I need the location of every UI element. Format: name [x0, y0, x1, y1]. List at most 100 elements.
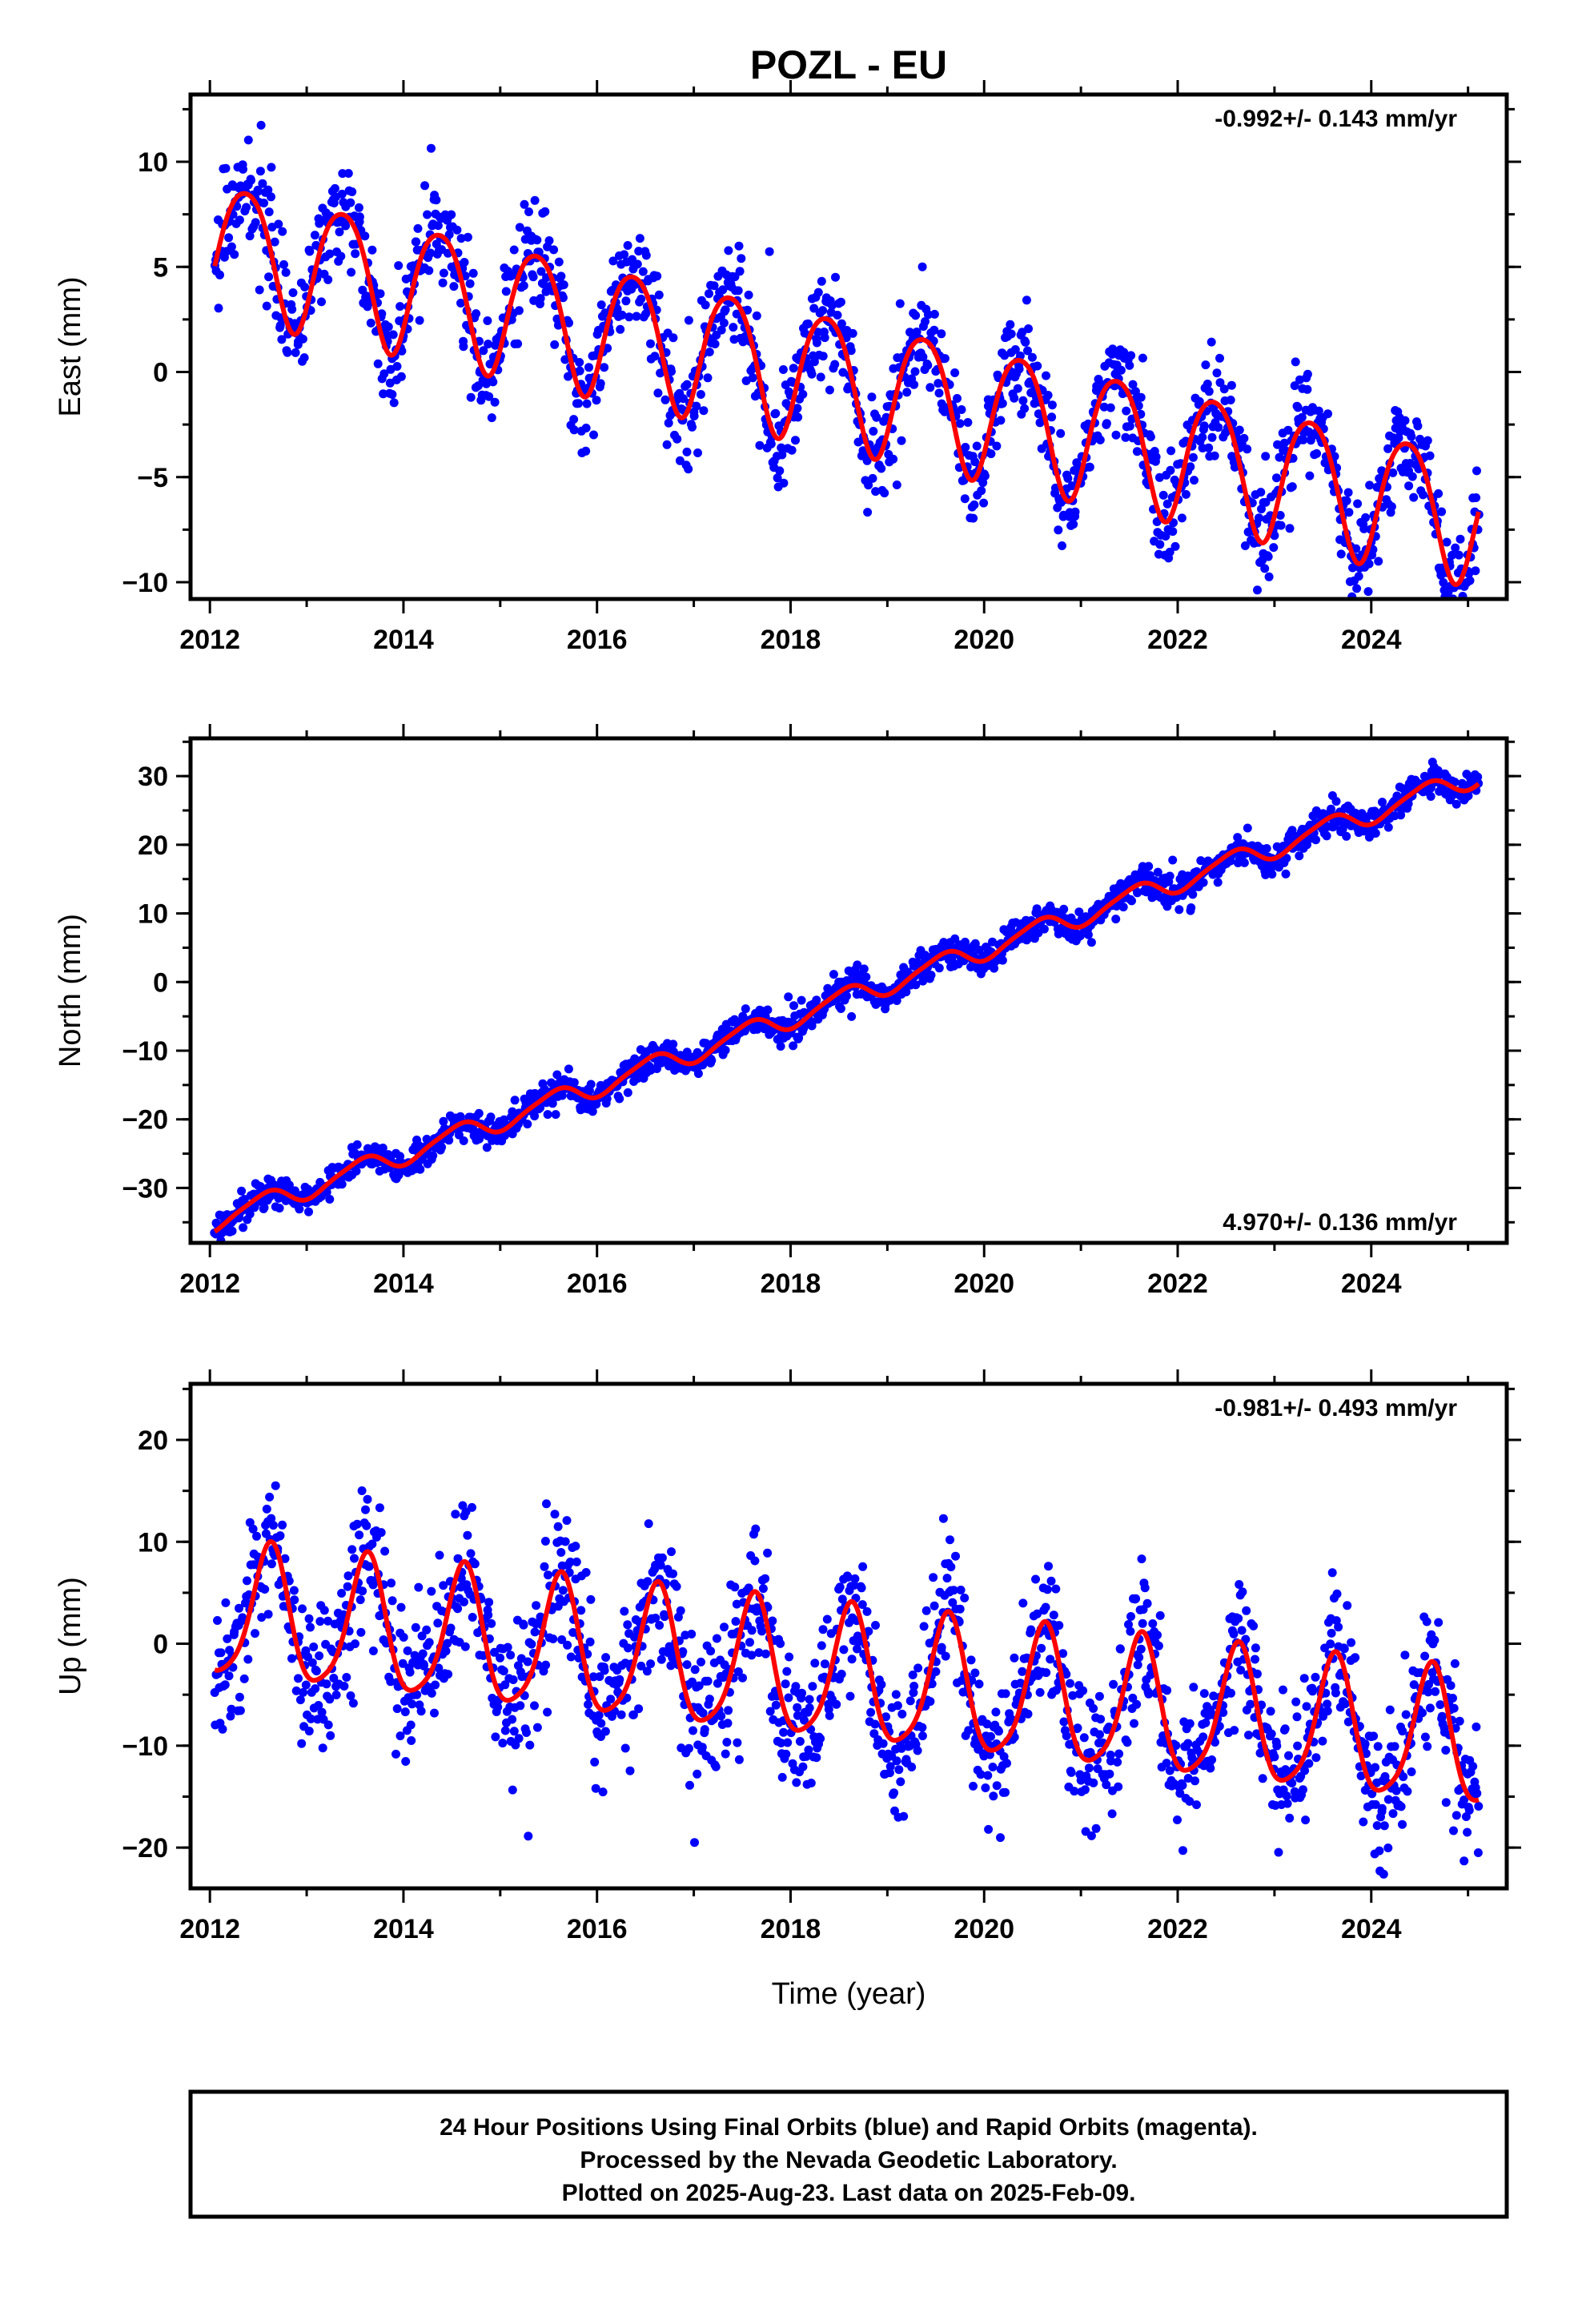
up-data-point: [584, 1699, 593, 1709]
east-data-point: [230, 250, 239, 259]
east-data-point: [1407, 472, 1417, 481]
up-data-point: [999, 1752, 1009, 1761]
east-data-point: [1034, 409, 1043, 419]
up-y-tick-label: 20: [138, 1425, 168, 1456]
up-data-point: [226, 1711, 235, 1721]
up-data-point: [682, 1660, 692, 1670]
up-data-point: [690, 1665, 700, 1675]
east-data-point: [1128, 380, 1138, 389]
up-data-point: [866, 1707, 876, 1717]
up-data-point: [791, 1682, 801, 1691]
east-data-point: [1240, 541, 1250, 550]
east-plot-frame: [188, 92, 1509, 601]
east-data-point: [1136, 392, 1146, 402]
east-data-point: [439, 268, 448, 278]
up-data-point: [536, 1612, 545, 1622]
north-plot-frame: [188, 736, 1509, 1245]
up-data-point: [1206, 1763, 1215, 1773]
up-data-point: [441, 1647, 451, 1656]
east-data-point: [549, 245, 559, 255]
east-data-point: [387, 390, 397, 399]
up-data-point: [600, 1666, 609, 1675]
east-data-point: [817, 276, 826, 286]
up-data-point: [1062, 1670, 1071, 1679]
east-data-point: [937, 329, 946, 339]
east-data-point: [224, 233, 234, 243]
footer-line: Processed by the Nevada Geodetic Laborat…: [580, 2147, 1117, 2173]
east-data-point: [809, 357, 819, 367]
up-data-point: [777, 1739, 786, 1747]
east-data-point: [1437, 507, 1447, 517]
up-data-point: [1133, 1660, 1142, 1670]
east-data-point: [930, 309, 939, 319]
up-data-point: [1037, 1643, 1046, 1653]
up-data-point: [1073, 1723, 1082, 1733]
up-data-point: [845, 1691, 855, 1701]
up-data-point: [543, 1707, 552, 1717]
up-data-point: [1236, 1666, 1246, 1675]
east-data-point: [1067, 481, 1077, 491]
east-data-point: [693, 448, 702, 457]
east-data-point: [765, 247, 774, 256]
east-data-point: [1456, 534, 1465, 544]
east-data-point: [360, 231, 370, 241]
east-data-point: [744, 290, 753, 300]
up-data-point: [325, 1695, 335, 1704]
east-data-point: [773, 473, 782, 483]
up-data-point: [1191, 1776, 1199, 1786]
up-data-point: [816, 1734, 825, 1743]
north-x-tick-label: 2016: [567, 1269, 628, 1299]
east-data-point: [1255, 513, 1263, 523]
north-data-point: [569, 1078, 579, 1088]
east-data-point: [934, 388, 944, 398]
up-data-point: [291, 1686, 301, 1695]
east-data-point: [556, 271, 566, 281]
up-data-point: [1448, 1694, 1457, 1703]
east-data-point: [1409, 493, 1419, 502]
up-data-point: [1183, 1774, 1193, 1783]
up-data-point: [430, 1708, 439, 1718]
up-data-point: [1279, 1685, 1287, 1695]
east-data-point: [1353, 499, 1363, 509]
up-data-point: [877, 1680, 886, 1689]
east-data-point: [1085, 462, 1094, 472]
up-data-point: [672, 1582, 681, 1591]
east-data-point: [560, 355, 570, 364]
east-data-point: [1287, 482, 1297, 492]
north-data-point: [1450, 778, 1460, 787]
east-data-point: [456, 299, 465, 308]
up-data-point: [407, 1736, 416, 1745]
up-data-point: [1460, 1795, 1469, 1805]
up-data-point: [262, 1504, 271, 1514]
east-data-point: [325, 249, 335, 259]
up-data-point: [267, 1514, 276, 1523]
east-data-point: [1270, 531, 1279, 541]
up-data-point: [391, 1749, 400, 1759]
up-data-point: [1131, 1594, 1141, 1603]
north-data-point: [836, 1004, 845, 1013]
east-data-point: [392, 362, 402, 371]
up-data-point: [550, 1510, 560, 1519]
east-data-point: [267, 192, 275, 202]
up-data-point: [1347, 1638, 1356, 1647]
up-data-point: [1049, 1610, 1058, 1620]
north-panel: 2012 2014 2016 2018 2020 2022 2024−30−20−10010…: [54, 724, 1521, 1299]
up-data-point: [927, 1679, 937, 1689]
up-data-point: [1026, 1625, 1036, 1634]
up-data-point: [600, 1727, 610, 1736]
up-data-point: [468, 1502, 476, 1512]
east-data-point: [1351, 544, 1361, 553]
up-data-point: [685, 1780, 694, 1790]
up-data-point: [1115, 1644, 1125, 1654]
east-data-point: [536, 267, 546, 276]
up-data-point: [484, 1610, 493, 1620]
east-data-point: [646, 339, 655, 348]
east-data-point: [624, 312, 634, 322]
up-data-point: [1001, 1787, 1010, 1797]
east-data-point: [251, 218, 260, 227]
east-data-point: [1125, 421, 1134, 431]
up-data-point: [986, 1731, 995, 1741]
east-data-point: [926, 383, 935, 392]
up-data-point: [468, 1613, 477, 1622]
east-model-line: [212, 191, 1481, 588]
